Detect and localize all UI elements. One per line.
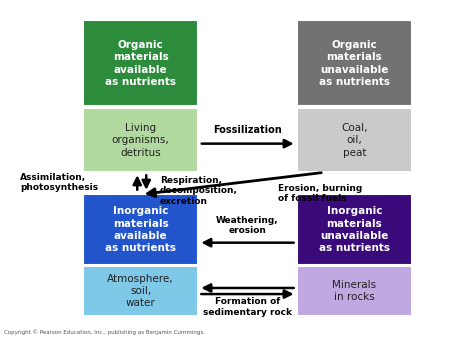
Text: Minerals
in rocks: Minerals in rocks [332, 280, 377, 302]
Text: Fossilization: Fossilization [213, 125, 282, 135]
Text: Assimilation,
photosynthesis: Assimilation, photosynthesis [20, 173, 99, 192]
FancyBboxPatch shape [83, 108, 198, 172]
Text: Organic
materials
available
as nutrients: Organic materials available as nutrients [105, 40, 176, 87]
Text: Coal,
oil,
peat: Coal, oil, peat [341, 123, 368, 158]
Text: Inorganic
materials
available
as nutrients: Inorganic materials available as nutrien… [105, 206, 176, 254]
Text: Organic
materials
unavailable
as nutrients: Organic materials unavailable as nutrien… [319, 40, 390, 87]
Text: Formation of
sedimentary rock: Formation of sedimentary rock [203, 297, 292, 317]
Text: Erosion, burning
of fossil fuels: Erosion, burning of fossil fuels [278, 184, 362, 203]
FancyBboxPatch shape [297, 108, 412, 172]
FancyBboxPatch shape [297, 20, 412, 106]
FancyBboxPatch shape [297, 194, 412, 265]
Text: Atmosphere,
soil,
water: Atmosphere, soil, water [107, 274, 174, 308]
Text: Living
organisms,
detritus: Living organisms, detritus [112, 123, 170, 158]
Text: Respiration,
decomposition,
excretion: Respiration, decomposition, excretion [160, 176, 238, 206]
Text: Weathering,
erosion: Weathering, erosion [216, 216, 279, 235]
FancyBboxPatch shape [83, 194, 198, 265]
FancyBboxPatch shape [83, 20, 198, 106]
FancyBboxPatch shape [83, 266, 198, 316]
FancyBboxPatch shape [297, 266, 412, 316]
Text: Copyright © Pearson Education, Inc., publishing as Benjamin Cummings.: Copyright © Pearson Education, Inc., pub… [4, 329, 206, 335]
Text: Inorganic
materials
unavailable
as nutrients: Inorganic materials unavailable as nutri… [319, 206, 390, 254]
